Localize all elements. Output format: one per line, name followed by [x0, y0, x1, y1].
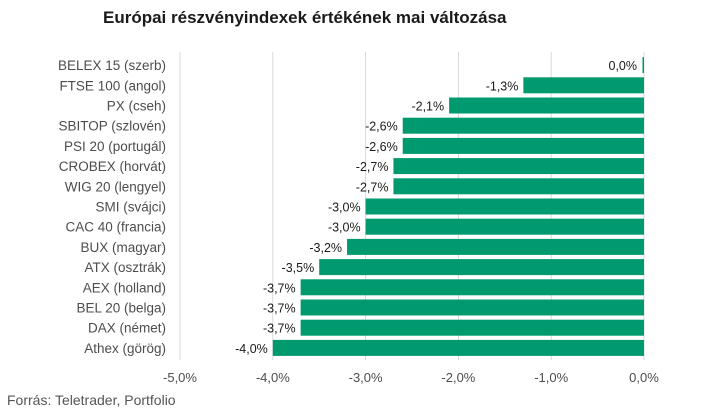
x-tick-label: -5,0%: [163, 370, 197, 385]
bar: [365, 218, 644, 235]
bar: [449, 97, 644, 114]
bar: [365, 198, 644, 215]
category-label: Athex (görög): [84, 341, 166, 356]
bar: [300, 319, 644, 336]
bar: [393, 178, 644, 195]
data-label: -2,7%: [356, 180, 389, 194]
chart-title: Európai részvényindexek értékének mai vá…: [103, 8, 507, 27]
data-label: -2,6%: [365, 120, 398, 134]
data-label: -1,3%: [486, 79, 519, 93]
data-label: -2,1%: [411, 100, 444, 114]
labels: -5,0% -4,0% -3,0% -2,0% -1,0% 0,0% BELEX 15 (s…: [58, 58, 659, 385]
data-label: 0,0%: [609, 59, 638, 73]
data-label: -3,5%: [282, 261, 315, 275]
data-label: -2,7%: [356, 160, 389, 174]
bars: [272, 57, 644, 356]
category-label: CAC 40 (francia): [65, 220, 166, 235]
bar: [642, 57, 644, 74]
category-label: BUX (magyar): [80, 240, 166, 255]
category-label: PSI 20 (portugál): [64, 139, 166, 154]
bar: [523, 77, 644, 94]
category-label: AEX (holland): [83, 280, 166, 295]
data-label: -4,0%: [235, 342, 268, 356]
x-tick-label: 0,0%: [629, 370, 659, 385]
category-label: DAX (német): [88, 321, 166, 336]
data-label: -3,7%: [263, 322, 296, 336]
category-label: BEL 20 (belga): [76, 301, 166, 316]
x-tick-label: -1,0%: [534, 370, 568, 385]
bar: [402, 137, 644, 154]
bar: [402, 117, 644, 134]
data-label: -2,6%: [365, 140, 398, 154]
category-label: SBITOP (szlovén): [58, 119, 166, 134]
data-label: -3,0%: [328, 221, 361, 235]
x-tick-label: -4,0%: [256, 370, 290, 385]
bar: [300, 279, 644, 296]
source-note: Forrás: Teletrader, Portfolio: [7, 392, 176, 408]
category-label: ATX (osztrák): [84, 260, 166, 275]
data-label: -3,2%: [309, 241, 342, 255]
bar: [319, 259, 644, 276]
x-tick-label: -2,0%: [441, 370, 475, 385]
x-tick-label: -3,0%: [349, 370, 383, 385]
category-label: WIG 20 (lengyel): [65, 179, 166, 194]
category-label: SMI (svájci): [96, 200, 167, 215]
category-label: CROBEX (horvát): [59, 159, 166, 174]
category-label: PX (cseh): [107, 99, 166, 114]
data-label: -3,7%: [263, 281, 296, 295]
bar: [272, 339, 644, 356]
bar: [393, 158, 644, 175]
category-label: BELEX 15 (szerb): [58, 58, 166, 73]
bar: [300, 299, 644, 316]
bar: [347, 238, 644, 255]
category-label: FTSE 100 (angol): [59, 78, 166, 93]
data-label: -3,0%: [328, 201, 361, 215]
data-label: -3,7%: [263, 302, 296, 316]
